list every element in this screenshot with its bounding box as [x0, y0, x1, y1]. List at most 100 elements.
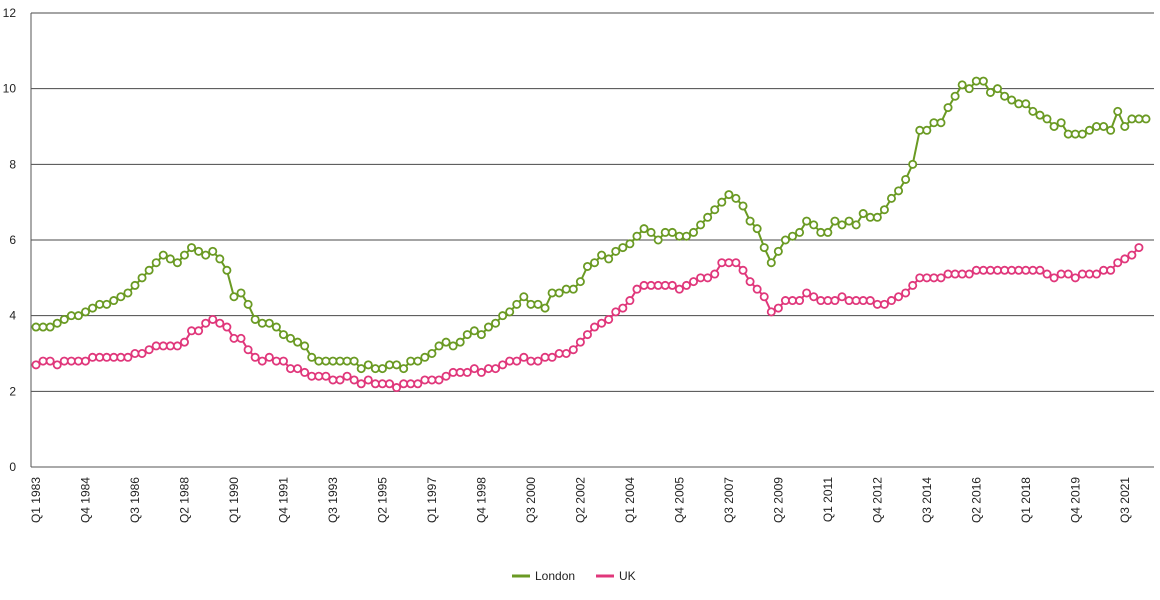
data-point-london	[307, 352, 317, 362]
data-point-london	[554, 288, 564, 298]
data-point-london	[802, 216, 812, 226]
data-point-london	[533, 299, 543, 309]
data-point-london	[915, 125, 925, 135]
data-point-london	[144, 265, 154, 275]
data-point-uk	[773, 303, 783, 313]
data-point-uk	[1099, 265, 1109, 275]
x-tick-label: Q2 2016	[969, 477, 983, 523]
x-tick-label: Q3 1986	[128, 477, 142, 523]
data-point-uk	[420, 375, 430, 385]
data-point-uk	[696, 273, 706, 283]
data-point-uk	[724, 258, 734, 268]
data-point-london	[1113, 106, 1123, 116]
data-point-uk	[731, 258, 741, 268]
data-point-london	[1007, 95, 1017, 105]
data-point-uk	[307, 371, 317, 381]
y-tick-label: 12	[3, 6, 17, 20]
data-point-london	[38, 322, 48, 332]
data-point-london	[335, 356, 345, 366]
data-point-uk	[222, 322, 232, 332]
data-point-london	[604, 254, 614, 264]
data-point-uk	[158, 341, 168, 351]
data-point-uk	[483, 364, 493, 374]
legend-label-london: London	[535, 569, 575, 583]
data-point-london	[370, 364, 380, 374]
data-point-uk	[964, 269, 974, 279]
legend: London UK	[512, 569, 636, 583]
data-point-london	[519, 292, 529, 302]
data-point-uk	[738, 265, 748, 275]
data-point-uk	[1021, 265, 1031, 275]
data-point-uk	[788, 296, 798, 306]
data-point-london	[788, 231, 798, 241]
x-axis-ticks: Q1 1983 Q4 1984 Q3 1986 Q2 1988 Q1 1990 Q4 19…	[29, 477, 1132, 523]
data-point-uk	[45, 356, 55, 366]
data-point-london	[582, 261, 592, 271]
data-point-london	[795, 227, 805, 237]
data-point-london	[123, 288, 133, 298]
data-point-uk	[936, 273, 946, 283]
data-point-uk	[476, 367, 486, 377]
data-point-uk	[384, 379, 394, 389]
data-point-uk	[865, 296, 875, 306]
data-point-london	[187, 243, 197, 253]
data-point-london	[1141, 114, 1151, 124]
data-point-london	[597, 250, 607, 260]
data-point-uk	[448, 367, 458, 377]
data-point-london	[646, 227, 656, 237]
data-point-uk	[512, 356, 522, 366]
x-tick-label: Q2 1995	[375, 477, 389, 523]
data-point-uk	[1077, 269, 1087, 279]
data-point-uk	[653, 280, 663, 290]
data-point-london	[278, 330, 288, 340]
data-point-uk	[349, 375, 359, 385]
data-point-london	[356, 364, 366, 374]
data-point-london	[483, 322, 493, 332]
x-tick-label: Q4 2019	[1068, 477, 1082, 523]
x-tick-label: Q3 2000	[524, 477, 538, 523]
y-tick-label: 6	[9, 233, 16, 247]
data-point-uk	[886, 296, 896, 306]
data-point-uk	[922, 273, 932, 283]
data-point-london	[413, 356, 423, 366]
data-point-london	[194, 246, 204, 256]
data-point-uk	[830, 296, 840, 306]
data-point-uk	[717, 258, 727, 268]
data-point-london	[441, 337, 451, 347]
data-point-london	[31, 322, 41, 332]
data-point-uk	[80, 356, 90, 366]
data-point-uk	[505, 356, 515, 366]
data-point-uk	[208, 314, 218, 324]
data-point-london	[45, 322, 55, 332]
data-point-london	[328, 356, 338, 366]
data-point-london	[717, 197, 727, 207]
data-point-london	[667, 227, 677, 237]
data-point-london	[660, 227, 670, 237]
data-point-london	[222, 265, 232, 275]
data-point-uk	[540, 352, 550, 362]
data-point-uk	[88, 352, 98, 362]
x-tick-label: Q1 2011	[821, 477, 835, 522]
data-point-uk	[38, 356, 48, 366]
data-point-uk	[165, 341, 175, 351]
data-point-london	[611, 246, 621, 256]
data-point-london	[88, 303, 98, 313]
data-point-uk	[780, 296, 790, 306]
data-point-london	[844, 216, 854, 226]
data-point-london	[809, 220, 819, 230]
data-point-london	[575, 277, 585, 287]
data-point-uk	[314, 371, 324, 381]
data-point-uk	[370, 379, 380, 389]
y-tick-label: 10	[3, 82, 17, 96]
data-point-uk	[667, 280, 677, 290]
data-point-uk	[413, 379, 423, 389]
x-tick-label: Q3 1993	[326, 477, 340, 523]
data-point-uk	[823, 296, 833, 306]
data-point-london	[681, 231, 691, 241]
data-point-london	[1099, 122, 1109, 132]
data-point-uk	[646, 280, 656, 290]
data-point-uk	[215, 318, 225, 328]
data-point-uk	[278, 356, 288, 366]
data-point-london	[872, 212, 882, 222]
data-point-uk	[109, 352, 119, 362]
